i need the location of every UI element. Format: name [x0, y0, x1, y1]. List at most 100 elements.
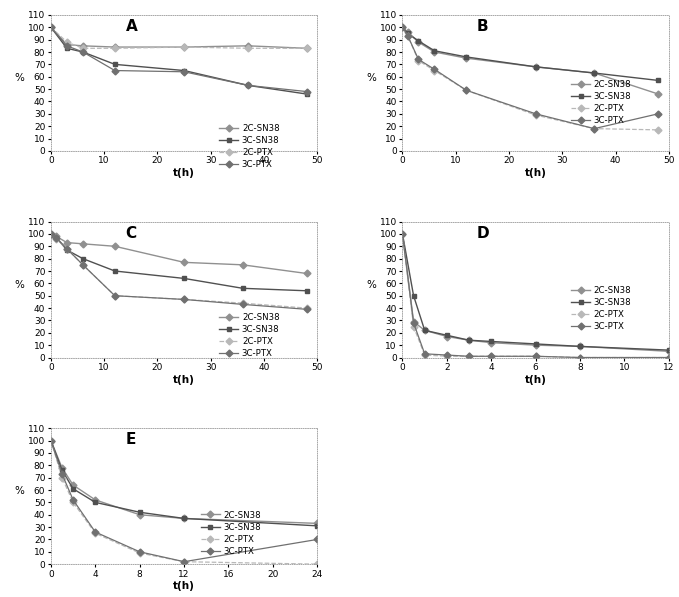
3C-SN38	[47, 230, 55, 238]
2C-PTX	[111, 292, 119, 299]
3C-SN38	[91, 498, 99, 506]
Line: 3C-SN38: 3C-SN38	[400, 25, 661, 83]
Line: 2C-PTX: 2C-PTX	[48, 232, 309, 310]
3C-PTX	[69, 496, 77, 503]
3C-SN38	[180, 67, 188, 74]
3C-PTX	[238, 301, 246, 308]
Line: 3C-SN38: 3C-SN38	[48, 25, 309, 97]
2C-PTX	[414, 57, 422, 64]
2C-SN38	[91, 496, 99, 503]
Line: 2C-SN38: 2C-SN38	[48, 438, 320, 526]
3C-SN38	[532, 340, 540, 347]
3C-SN38	[52, 234, 60, 241]
Legend: 2C-SN38, 3C-SN38, 2C-PTX, 3C-PTX: 2C-SN38, 3C-SN38, 2C-PTX, 3C-PTX	[216, 310, 283, 362]
3C-SN38	[69, 485, 77, 493]
2C-SN38	[63, 239, 71, 246]
Line: 2C-PTX: 2C-PTX	[48, 438, 320, 567]
2C-PTX	[443, 353, 451, 360]
Line: 3C-PTX: 3C-PTX	[400, 232, 672, 360]
2C-PTX	[488, 353, 496, 360]
3C-PTX	[313, 536, 321, 543]
3C-SN38	[58, 467, 66, 474]
3C-PTX	[79, 48, 87, 56]
2C-SN38	[69, 482, 77, 489]
2C-SN38	[180, 515, 188, 522]
2C-PTX	[576, 354, 584, 361]
2C-PTX	[303, 304, 311, 312]
Line: 2C-PTX: 2C-PTX	[400, 25, 661, 133]
3C-SN38	[79, 255, 87, 262]
Legend: 2C-SN38, 3C-SN38, 2C-PTX, 3C-PTX: 2C-SN38, 3C-SN38, 2C-PTX, 3C-PTX	[568, 76, 634, 128]
2C-PTX	[63, 245, 71, 253]
2C-PTX	[52, 235, 60, 242]
2C-PTX	[180, 558, 188, 565]
2C-SN38	[111, 243, 119, 250]
3C-SN38	[244, 82, 252, 89]
2C-PTX	[404, 32, 412, 39]
2C-PTX	[665, 354, 673, 361]
2C-SN38	[462, 54, 471, 61]
2C-SN38	[532, 63, 540, 70]
2C-SN38	[399, 24, 407, 31]
3C-PTX	[303, 306, 311, 313]
2C-PTX	[532, 112, 540, 119]
3C-SN38	[488, 338, 496, 345]
2C-SN38	[47, 230, 55, 238]
Y-axis label: %: %	[15, 279, 24, 290]
2C-SN38	[180, 259, 188, 266]
2C-SN38	[63, 41, 71, 48]
2C-SN38	[111, 44, 119, 51]
2C-SN38	[303, 45, 311, 52]
Y-axis label: %: %	[367, 73, 376, 83]
Y-axis label: %: %	[367, 279, 376, 290]
2C-SN38	[404, 29, 412, 36]
2C-SN38	[238, 261, 246, 269]
2C-SN38	[576, 343, 584, 350]
3C-SN38	[462, 53, 471, 60]
Legend: 2C-SN38, 3C-SN38, 2C-PTX, 3C-PTX: 2C-SN38, 3C-SN38, 2C-PTX, 3C-PTX	[198, 507, 264, 559]
3C-PTX	[63, 245, 71, 253]
2C-PTX	[47, 24, 55, 31]
2C-PTX	[47, 230, 55, 238]
3C-SN38	[180, 515, 188, 522]
3C-PTX	[52, 234, 60, 241]
2C-SN38	[47, 24, 55, 31]
3C-PTX	[244, 82, 252, 89]
2C-PTX	[654, 127, 662, 134]
3C-SN38	[79, 48, 87, 56]
3C-PTX	[576, 354, 584, 361]
3C-PTX	[488, 353, 496, 360]
3C-PTX	[47, 24, 55, 31]
2C-PTX	[313, 561, 321, 568]
2C-PTX	[180, 44, 188, 51]
3C-SN38	[63, 45, 71, 52]
3C-PTX	[462, 87, 471, 94]
2C-SN38	[79, 42, 87, 50]
3C-SN38	[409, 292, 418, 299]
3C-SN38	[576, 343, 584, 350]
3C-SN38	[313, 522, 321, 530]
Line: 3C-PTX: 3C-PTX	[400, 25, 661, 131]
2C-PTX	[136, 549, 144, 556]
3C-SN38	[665, 346, 673, 353]
2C-PTX	[409, 323, 418, 330]
3C-PTX	[420, 350, 428, 358]
3C-PTX	[532, 353, 540, 360]
X-axis label: t(h): t(h)	[173, 375, 195, 385]
2C-PTX	[238, 300, 246, 307]
2C-SN38	[52, 233, 60, 240]
3C-SN38	[238, 285, 246, 292]
2C-SN38	[414, 39, 422, 46]
3C-SN38	[654, 77, 662, 84]
2C-SN38	[180, 44, 188, 51]
X-axis label: t(h): t(h)	[525, 168, 547, 179]
3C-SN38	[465, 337, 473, 344]
2C-SN38	[532, 341, 540, 349]
2C-SN38	[303, 270, 311, 277]
2C-SN38	[313, 520, 321, 527]
2C-SN38	[654, 90, 662, 97]
3C-PTX	[136, 548, 144, 555]
2C-PTX	[399, 230, 407, 238]
Line: 3C-SN38: 3C-SN38	[48, 438, 320, 528]
2C-SN38	[79, 240, 87, 247]
